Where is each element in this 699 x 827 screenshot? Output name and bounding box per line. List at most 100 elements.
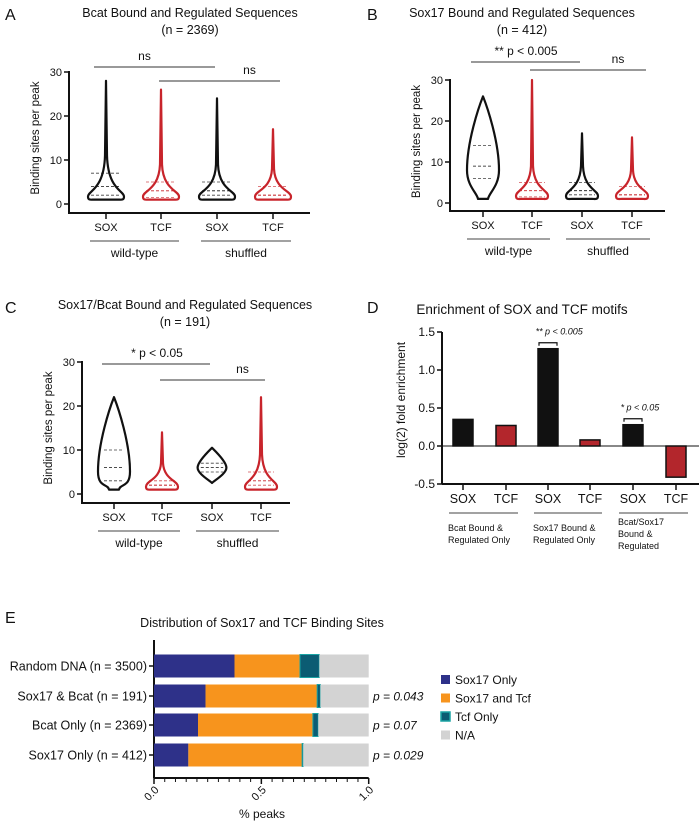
y-tick-label: 1.5 bbox=[418, 325, 435, 339]
x-tick-label: TCF bbox=[664, 492, 689, 506]
significance-stars: * bbox=[621, 403, 625, 413]
significance-label: ns bbox=[243, 63, 256, 77]
bar-segment-sox17-only bbox=[154, 654, 235, 678]
chart-title: Sox17 Bound and Regulated Sequences bbox=[409, 6, 635, 20]
stacked-bar-chart-e: Distribution of Sox17 and TCF Binding Si… bbox=[10, 616, 532, 821]
violin-chart-b: Sox17 Bound and Regulated Sequences (n = … bbox=[409, 6, 665, 258]
x-tick-label: TCF bbox=[578, 492, 603, 506]
legend-label: N/A bbox=[455, 729, 475, 743]
row-label: Sox17 & Bcat (n = 191) bbox=[17, 690, 147, 704]
panel-label-c: C bbox=[5, 300, 17, 317]
bar-segment-n-a bbox=[318, 713, 369, 737]
group-label: wild-type bbox=[484, 244, 533, 258]
bar-segment-sox17-and-tcf bbox=[205, 684, 318, 708]
x-tick-label: 0.5 bbox=[250, 784, 269, 803]
y-tick-label: 10 bbox=[63, 445, 75, 457]
group-label: shuffled bbox=[217, 536, 259, 550]
x-tick-label: TCF bbox=[494, 492, 519, 506]
group-label: wild-type bbox=[110, 246, 159, 260]
y-tick-label: 0 bbox=[437, 198, 443, 210]
x-tick-label: SOX bbox=[205, 222, 229, 234]
violin-3 bbox=[564, 132, 600, 201]
bar-segment-n-a bbox=[319, 654, 369, 678]
bar-segment-n-a bbox=[303, 743, 369, 767]
bar-segment-sox17-and-tcf bbox=[188, 743, 303, 767]
bar-segment-tcf-only bbox=[316, 684, 321, 708]
group-label: Bcat/Sox17 bbox=[618, 517, 664, 527]
x-tick-label: SOX bbox=[535, 492, 562, 506]
bar bbox=[537, 347, 559, 447]
bar-segment-sox17-only bbox=[154, 743, 189, 767]
legend-swatch bbox=[441, 730, 450, 740]
group-label: Bound & bbox=[618, 529, 653, 539]
bar-segment-tcf-only bbox=[301, 743, 304, 767]
y-axis-label: Binding sites per peak bbox=[411, 85, 423, 198]
y-axis-label: log(2) fold enrichment bbox=[394, 341, 408, 458]
group-label: shuffled bbox=[225, 246, 267, 260]
x-tick-label: 1.0 bbox=[357, 784, 376, 803]
chart-title: Distribution of Sox17 and TCF Binding Si… bbox=[140, 616, 384, 630]
group-label: Regulated Only bbox=[533, 535, 596, 545]
group-label: Regulated bbox=[618, 541, 659, 551]
bar-segment-tcf-only bbox=[299, 654, 320, 678]
panel-label-d: D bbox=[367, 300, 379, 317]
legend-label: Sox17 and Tcf bbox=[455, 692, 531, 706]
row-label: Sox17 Only (n = 412) bbox=[29, 749, 147, 763]
bar bbox=[622, 423, 644, 447]
panel-label-a: A bbox=[5, 7, 16, 24]
significance-pvalue: p < 0.05 bbox=[626, 403, 661, 413]
group-label: shuffled bbox=[587, 244, 629, 258]
legend-swatch bbox=[441, 675, 450, 684]
y-tick-label: 10 bbox=[431, 157, 443, 169]
group-label: Bcat Bound & bbox=[448, 523, 503, 533]
x-tick-label: SOX bbox=[471, 220, 495, 232]
violin-4 bbox=[253, 128, 293, 201]
bar-segment-sox17-and-tcf bbox=[234, 654, 300, 678]
chart-subtitle: (n = 2369) bbox=[161, 23, 218, 37]
x-tick-label: SOX bbox=[200, 512, 224, 524]
chart-subtitle: (n = 412) bbox=[497, 23, 547, 37]
x-tick-label: TCF bbox=[521, 220, 543, 232]
significance-label: ns bbox=[138, 49, 151, 63]
legend-swatch bbox=[441, 693, 450, 703]
bar-segment-n-a bbox=[320, 684, 369, 708]
p-value-label: p = 0.029 bbox=[372, 749, 424, 763]
violin-2 bbox=[514, 78, 550, 201]
x-tick-label: TCF bbox=[250, 512, 272, 524]
significance-label: ns bbox=[236, 362, 249, 376]
bar-segment-sox17-and-tcf bbox=[198, 713, 313, 737]
significance-label: ** p < 0.005 bbox=[536, 327, 584, 337]
x-tick-label: SOX bbox=[570, 220, 594, 232]
x-tick-label: TCF bbox=[151, 512, 173, 524]
group-label: wild-type bbox=[114, 536, 163, 550]
row-label: Bcat Only (n = 2369) bbox=[32, 719, 147, 733]
panel-label-b: B bbox=[367, 7, 378, 24]
chart-title: Enrichment of SOX and TCF motifs bbox=[416, 302, 628, 317]
bar bbox=[495, 424, 517, 447]
legend: Sox17 Only Sox17 and Tcf Tcf Only N/A bbox=[440, 673, 531, 743]
legend-swatch bbox=[440, 711, 451, 722]
bar bbox=[579, 439, 601, 447]
significance-bracket bbox=[623, 418, 643, 422]
y-tick-label: 20 bbox=[50, 111, 62, 123]
x-axis-label: % peaks bbox=[239, 807, 285, 821]
y-tick-label: 0 bbox=[56, 199, 62, 211]
y-tick-label: 30 bbox=[50, 67, 62, 79]
chart-title: Bcat Bound and Regulated Sequences bbox=[82, 6, 297, 20]
x-tick-label: SOX bbox=[94, 222, 118, 234]
bar-segment-tcf-only bbox=[312, 713, 319, 737]
violin-1 bbox=[86, 79, 126, 201]
violin-3 bbox=[196, 446, 228, 485]
y-tick-label: 0 bbox=[69, 489, 75, 501]
chart-title: Sox17/Bcat Bound and Regulated Sequences bbox=[58, 298, 312, 312]
x-tick-label: 0.0 bbox=[142, 784, 161, 803]
p-value-label: p = 0.07 bbox=[372, 719, 418, 733]
significance-label: * p < 0.05 bbox=[621, 403, 660, 413]
significance-label: ** p < 0.005 bbox=[494, 44, 557, 58]
x-tick-label: TCF bbox=[621, 220, 643, 232]
y-tick-label: 30 bbox=[431, 75, 443, 87]
panel-label-e: E bbox=[5, 610, 16, 627]
significance-stars: ** bbox=[536, 327, 544, 337]
y-tick-label: 30 bbox=[63, 357, 75, 369]
